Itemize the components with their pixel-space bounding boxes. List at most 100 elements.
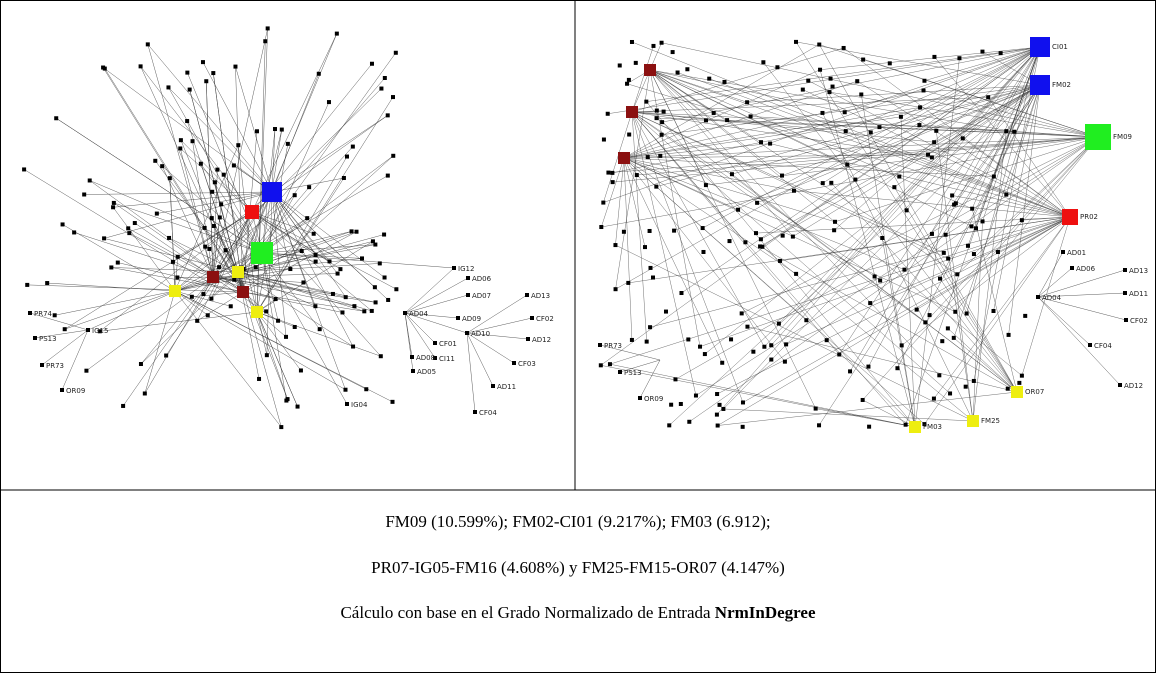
edge: [102, 67, 273, 193]
node: [433, 341, 437, 345]
node-label: AD04: [409, 310, 429, 318]
node: [160, 164, 165, 169]
node: [626, 280, 631, 285]
edge: [717, 216, 1071, 395]
edge: [237, 271, 346, 298]
edge: [237, 271, 372, 312]
node: [285, 397, 290, 402]
node: [279, 425, 284, 430]
node-label: AD12: [1124, 382, 1143, 390]
edge: [731, 84, 1041, 175]
node: [800, 87, 805, 92]
node: [1023, 313, 1028, 318]
node: [254, 129, 259, 134]
node: [648, 325, 653, 330]
node: [748, 114, 753, 119]
edge: [741, 136, 1099, 314]
edge: [113, 202, 263, 254]
node: [410, 355, 414, 359]
edge: [945, 234, 974, 422]
node: [778, 258, 783, 263]
node: [198, 161, 203, 166]
edge: [112, 207, 176, 292]
edge: [955, 136, 1099, 312]
node: [776, 321, 781, 326]
edge: [174, 290, 282, 428]
node: [659, 132, 664, 137]
edge: [600, 46, 1041, 366]
node: [917, 123, 922, 128]
node-label: AD13: [1129, 267, 1148, 275]
edge: [868, 46, 1041, 367]
node: [892, 185, 897, 190]
node: [970, 206, 975, 211]
edge: [900, 116, 916, 428]
edge: [649, 69, 701, 347]
node: [217, 215, 222, 220]
node: [33, 336, 37, 340]
edge: [647, 136, 1099, 158]
node: [927, 313, 932, 318]
node: [658, 153, 663, 158]
node-label: CF02: [1130, 317, 1148, 325]
edge: [27, 284, 244, 293]
edge: [271, 177, 344, 193]
edge: [972, 221, 983, 422]
node: [382, 275, 387, 280]
node: [369, 61, 374, 66]
node: [980, 49, 985, 54]
node: [909, 421, 921, 433]
node: [1070, 266, 1074, 270]
node-label: AD09: [462, 315, 481, 323]
edge: [623, 157, 797, 275]
edge: [237, 231, 357, 273]
edge: [271, 191, 346, 298]
node: [201, 292, 206, 297]
edge: [716, 46, 1041, 415]
node: [530, 316, 534, 320]
node: [784, 342, 789, 347]
node: [288, 267, 293, 272]
node: [740, 424, 745, 429]
node: [257, 376, 262, 381]
node: [1036, 295, 1040, 299]
node-label: AD08: [416, 354, 435, 362]
node: [307, 185, 312, 190]
edge: [623, 69, 821, 159]
edge: [237, 263, 380, 273]
edge: [755, 216, 1071, 234]
node: [598, 363, 603, 368]
node: [178, 138, 183, 143]
caption-line: PR07-IG05-FM16 (4.608%) y FM25-FM15-OR07…: [371, 558, 785, 577]
edge: [967, 46, 1041, 246]
edge: [677, 72, 1071, 218]
node: [349, 229, 354, 234]
node-label: CI01: [1052, 43, 1068, 51]
node: [1118, 383, 1122, 387]
edge: [271, 191, 389, 301]
node: [818, 67, 823, 72]
node: [1017, 380, 1022, 385]
node: [617, 63, 622, 68]
node: [393, 50, 398, 55]
edge: [631, 45, 654, 113]
node: [204, 79, 209, 84]
edge: [924, 216, 1071, 425]
node: [330, 291, 335, 296]
edge: [242, 291, 343, 313]
edge: [649, 69, 748, 103]
edge: [256, 156, 348, 313]
edge: [623, 157, 633, 340]
edge: [631, 111, 932, 158]
edge: [795, 41, 1041, 86]
node: [861, 57, 866, 62]
edge: [815, 408, 916, 428]
edge: [953, 337, 1018, 393]
edge: [923, 90, 1099, 138]
node: [142, 391, 147, 396]
node: [660, 120, 665, 125]
node: [97, 329, 102, 334]
node: [1030, 75, 1050, 95]
node: [1006, 332, 1011, 337]
edge: [747, 326, 1018, 393]
